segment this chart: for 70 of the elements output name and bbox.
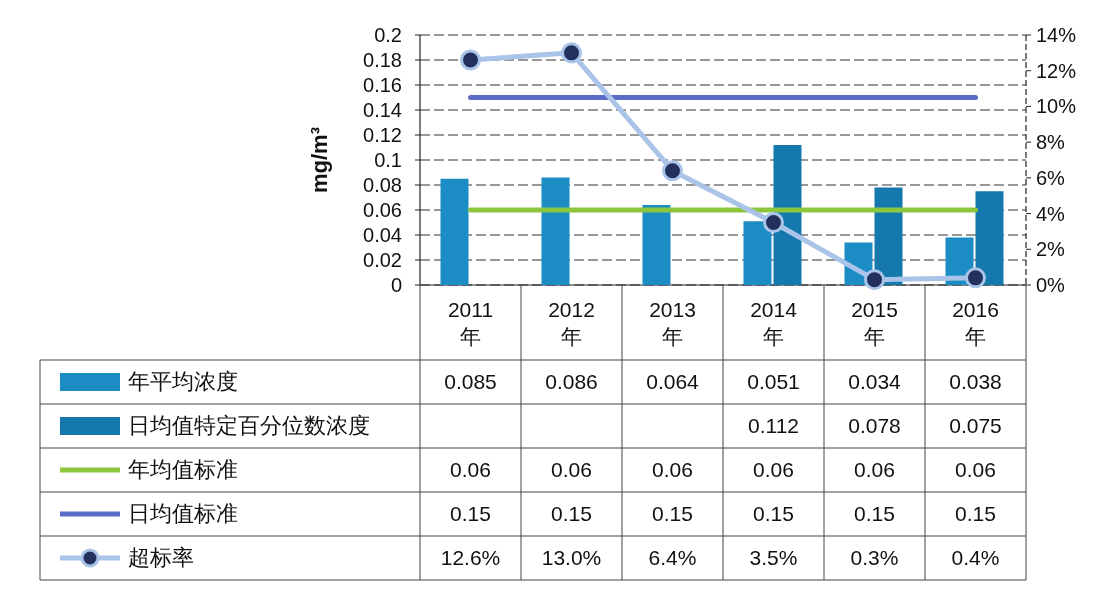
data-label: 0.064	[645, 369, 700, 395]
y-tick-label: 0.1	[374, 149, 402, 171]
y-tick-label: 0.2	[374, 24, 402, 46]
y-tick-label: 0.06	[363, 199, 402, 221]
y2-tick-label: 8%	[1036, 131, 1066, 154]
x-tick-label: 2015年	[850, 296, 899, 350]
y-axis-title: mg/m³	[307, 127, 332, 193]
data-label: 0.06	[550, 457, 593, 483]
y2-tick-label: 4%	[1036, 202, 1066, 225]
data-label: 0.06	[449, 457, 492, 483]
data-label: 0.15	[853, 501, 896, 527]
x-tick-label: 2016年	[951, 296, 1000, 350]
y2-tick-label: 2%	[1036, 238, 1066, 261]
data-label: 0.06	[853, 457, 896, 483]
data-label: 0.15	[550, 501, 593, 527]
point	[864, 269, 885, 291]
data-label: 0.038	[948, 369, 1003, 395]
y-tick-label: 0.08	[363, 174, 402, 196]
y-tick-label: 0.12	[363, 124, 402, 146]
bar	[642, 205, 671, 285]
y2-tick-label: 10%	[1036, 95, 1077, 118]
x-tick-label: 2012年	[547, 296, 596, 350]
bar	[773, 145, 802, 285]
x-tick-label: 2013年	[648, 296, 697, 350]
y2-tick-label: 12%	[1036, 59, 1077, 82]
data-label: 0.06	[752, 457, 795, 483]
bar	[440, 178, 469, 285]
y2-tick-label: 14%	[1036, 24, 1077, 46]
data-label: 0.3%	[849, 545, 900, 571]
y-tick-label: 0.14	[363, 99, 402, 121]
data-label: 0.034	[847, 369, 902, 395]
data-label: 12.6%	[439, 545, 502, 571]
data-label: 0.15	[752, 501, 795, 527]
data-label: 0.15	[651, 501, 694, 527]
data-label: 6.4%	[647, 545, 698, 571]
data-label: 0.112	[747, 413, 800, 439]
data-label: 0.078	[847, 413, 902, 439]
legend-label: 年均值标准	[128, 456, 238, 484]
legend-label: 年平均浓度	[128, 368, 238, 396]
data-label: 3.5%	[748, 545, 799, 571]
y-tick-label: 0.04	[363, 224, 402, 246]
data-label: 0.051	[746, 369, 801, 395]
legend-label: 超标率	[128, 544, 194, 572]
point	[965, 267, 986, 289]
data-label: 0.085	[443, 369, 498, 395]
y2-tick-label: 6%	[1036, 166, 1066, 189]
y-tick-label: 0	[390, 274, 402, 296]
legend-label: 日均值标准	[128, 500, 238, 528]
bar	[743, 221, 772, 285]
data-label: 0.06	[651, 457, 694, 483]
x-tick-label: 2011年	[446, 296, 495, 350]
bar	[541, 177, 570, 285]
x-tick-label: 2014年	[749, 296, 798, 350]
data-label: 0.06	[954, 457, 997, 483]
y2-tick-label: 0%	[1036, 274, 1066, 296]
point	[460, 49, 481, 71]
y-tick-label: 0.18	[363, 49, 402, 71]
y-tick-label: 0.16	[363, 74, 402, 96]
y-tick-label: 0.02	[363, 249, 402, 271]
data-label: 0.086	[544, 369, 599, 395]
point	[561, 42, 582, 64]
data-label: 0.075	[948, 413, 1003, 439]
data-label: 0.15	[449, 501, 492, 527]
point	[662, 160, 683, 182]
data-label: 0.4%	[950, 545, 1001, 571]
legend-label: 日均值特定百分位数浓度	[128, 412, 370, 440]
bar	[975, 191, 1004, 285]
point	[763, 212, 784, 233]
data-label: 0.15	[954, 501, 997, 527]
data-label: 13.0%	[540, 545, 603, 571]
